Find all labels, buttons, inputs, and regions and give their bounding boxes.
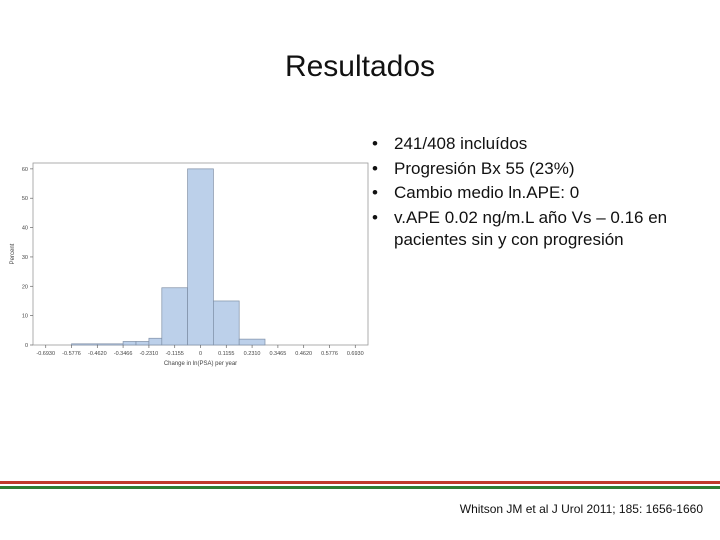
x-tick-label: 0.4620 <box>295 351 312 357</box>
bullet-text: v.APE 0.02 ng/m.L año Vs – 0.16 en pacie… <box>394 207 668 250</box>
y-tick-label: 60 <box>22 167 28 173</box>
x-tick-label: 0.5776 <box>321 351 338 357</box>
x-tick-label: 0 <box>199 351 202 357</box>
bullet-item: • 241/408 incluídos <box>372 133 702 156</box>
bullet-text: Progresión Bx 55 (23%) <box>394 158 575 178</box>
y-tick-label: 10 <box>22 314 28 320</box>
histogram-bar <box>213 300 240 346</box>
histogram-bar <box>71 343 98 346</box>
bullet-dot: • <box>372 207 378 227</box>
citation: Whitson JM et al J Urol 2011; 185: 1656-… <box>459 502 703 516</box>
bullet-item: • Cambio medio ln.APE: 0 <box>372 182 702 205</box>
y-axis-label: Percent <box>10 243 16 264</box>
histogram-bar <box>122 341 137 346</box>
x-tick-label: -0.5776 <box>62 351 81 357</box>
histogram-bar <box>238 338 266 346</box>
bullet-item: • v.APE 0.02 ng/m.L año Vs – 0.16 en paci… <box>372 207 702 252</box>
y-tick-label: 40 <box>22 226 28 232</box>
histogram-chart: 0 10 20 30 40 50 60 -0.6930 -0.5776 -0.4620 -0.346… <box>10 162 369 367</box>
bullet-dot: • <box>372 158 378 178</box>
x-tick-label: -0.1155 <box>166 351 184 357</box>
footer-rule-green <box>0 486 720 489</box>
footer-rule-white <box>0 484 720 486</box>
histogram-bar <box>161 287 188 346</box>
x-tick-label: 0.2310 <box>244 351 261 357</box>
bullet-dot: • <box>372 134 378 153</box>
x-tick-label: -0.2310 <box>140 351 159 357</box>
histogram-bar <box>135 341 150 346</box>
bullet-item: • Progresión Bx 55 (23%) <box>372 158 702 181</box>
bullet-text: Cambio medio ln.APE: 0 <box>394 183 580 202</box>
bullet-dot: • <box>372 183 378 202</box>
bullet-text: 241/408 incluídos <box>394 134 528 153</box>
x-tick-label: 0.3465 <box>269 351 286 357</box>
x-tick-label: 0.6930 <box>347 351 364 357</box>
x-tick-label: -0.4620 <box>88 351 107 357</box>
bullet-list: • 241/408 incluídos • Progresión Bx 55 (23… <box>372 133 702 254</box>
x-axis-label: Change in ln(PSA) per year <box>164 361 237 367</box>
x-tick-label: 0.1155 <box>218 351 234 357</box>
x-tick-label: -0.6930 <box>36 351 55 357</box>
y-tick-label: 20 <box>22 284 28 290</box>
histogram-bar <box>96 343 124 346</box>
y-tick-label: 50 <box>22 196 28 202</box>
x-tick-label: -0.3466 <box>114 351 133 357</box>
footer-rule-red <box>0 481 720 484</box>
y-tick-label: 0 <box>25 343 28 349</box>
histogram-bar <box>187 168 214 346</box>
histogram-bar <box>148 337 163 346</box>
slide-title: Resultados <box>284 50 436 83</box>
y-tick-label: 30 <box>22 255 28 261</box>
